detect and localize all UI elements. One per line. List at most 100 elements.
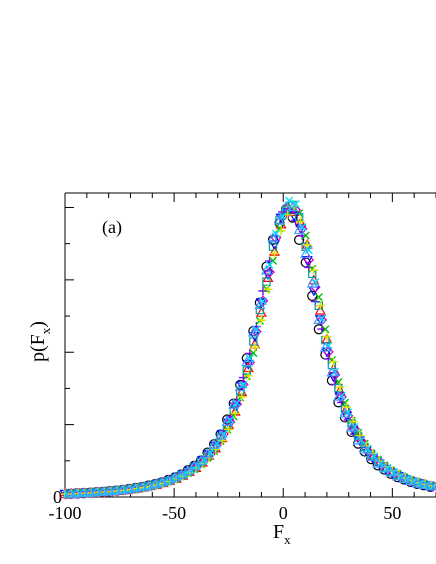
data-point [271, 229, 281, 238]
data-point [335, 382, 345, 392]
ticks: -100 -50 0 50 0 [49, 193, 436, 523]
data-point [378, 462, 390, 473]
data-point [211, 444, 221, 454]
data-point [306, 277, 318, 288]
data-point [97, 486, 109, 497]
y-axis-label: p(Fx) [27, 321, 53, 362]
data-point [249, 332, 261, 343]
data-point [391, 470, 403, 481]
data-point [156, 476, 168, 487]
data-point [321, 325, 330, 334]
y-axis-label-main: p(F [27, 334, 49, 362]
panel-label: (a) [102, 217, 122, 238]
data-point [385, 466, 397, 477]
data-point [329, 369, 341, 381]
x-tick-label: 0 [279, 503, 288, 523]
data-point [372, 457, 384, 468]
data-point [327, 356, 336, 365]
data-point [195, 455, 207, 466]
data-point [230, 408, 240, 418]
data-point [268, 242, 278, 251]
data-point [398, 473, 410, 483]
data-point [263, 284, 273, 294]
data-point [313, 313, 325, 324]
data-point [208, 438, 220, 449]
data-point [328, 357, 338, 367]
data-point [427, 480, 436, 492]
data-point [264, 266, 275, 278]
data-point [201, 447, 214, 458]
data-point [404, 475, 416, 486]
data-point [361, 441, 371, 451]
x-axis-label: Fx [273, 521, 291, 547]
x-tick-label: -50 [162, 503, 186, 523]
data-markers [59, 196, 436, 500]
data-point [339, 407, 351, 418]
data-point [319, 341, 331, 352]
data-point [136, 481, 148, 492]
data-point [255, 305, 265, 315]
data-point [314, 293, 323, 302]
y-axis-label-sub: x [38, 327, 53, 334]
data-point [298, 222, 307, 232]
data-point [250, 342, 260, 352]
data-point [260, 264, 272, 275]
data-point [239, 380, 248, 389]
data-point [245, 354, 254, 363]
data-point [256, 315, 266, 325]
data-point [221, 415, 233, 426]
data-point [241, 356, 253, 367]
data-point [326, 366, 338, 377]
data-point [340, 404, 350, 414]
data-point [280, 200, 292, 211]
data-point [365, 450, 377, 461]
data-point [64, 487, 76, 498]
data-point [347, 416, 356, 425]
data-point [77, 487, 89, 498]
x-axis-label-sub: x [284, 532, 291, 547]
data-point [291, 199, 300, 209]
data-point [116, 484, 128, 495]
x-tick-label: -100 [49, 503, 82, 523]
data-point [293, 224, 305, 235]
y-axis-label-close: ) [27, 321, 49, 328]
data-point [262, 277, 271, 286]
data-point [300, 247, 312, 258]
data-point [182, 464, 194, 475]
data-point [243, 371, 253, 381]
data-point [129, 482, 142, 493]
data-point [316, 314, 328, 326]
data-point [149, 478, 161, 489]
data-point [424, 480, 436, 491]
data-point [84, 486, 96, 497]
data-point [228, 398, 240, 409]
data-point [262, 270, 274, 281]
data-point [90, 486, 102, 497]
data-point [315, 301, 325, 311]
data-point [323, 346, 334, 358]
data-point [143, 479, 155, 490]
data-point [249, 348, 258, 358]
data-point [336, 391, 347, 403]
data-point [252, 325, 261, 334]
data-point [217, 436, 227, 446]
x-tick-label: 50 [383, 503, 401, 523]
data-point [249, 337, 258, 346]
data-point [267, 232, 279, 242]
data-point [234, 381, 246, 392]
data-point [247, 326, 259, 337]
data-point [359, 443, 371, 454]
data-point [322, 332, 332, 342]
data-point [308, 264, 317, 274]
data-point [274, 214, 286, 225]
data-point [309, 265, 319, 275]
data-point [254, 299, 266, 310]
y-tick-label: 0 [53, 487, 62, 507]
data-point [287, 201, 299, 212]
data-point [262, 272, 274, 282]
data-point [294, 212, 304, 222]
data-point [110, 484, 122, 495]
data-point [270, 248, 280, 258]
data-point [258, 286, 268, 296]
